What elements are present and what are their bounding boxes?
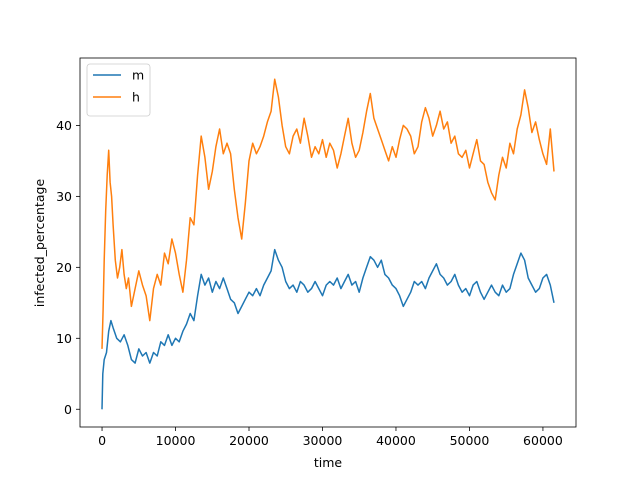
y-tick-label: 40 — [56, 118, 72, 133]
series-line-h — [101, 78, 555, 349]
legend-label-m: m — [132, 68, 144, 83]
series-line-m — [101, 248, 555, 410]
y-axis-label: infected_percentage — [32, 179, 47, 308]
plot-frame — [79, 57, 577, 428]
y-axis: 0 10 20 30 40 — [56, 118, 80, 417]
y-tick-label: 0 — [64, 402, 72, 417]
series-layer — [101, 78, 555, 410]
y-tick-label: 20 — [56, 260, 72, 275]
x-tick-label: 10000 — [156, 433, 196, 448]
legend-box — [86, 63, 151, 117]
x-tick-label: 40000 — [376, 433, 416, 448]
plot-area — [80, 58, 576, 427]
y-tick-label: 10 — [56, 331, 72, 346]
x-axis: 0 10000 20000 30000 40000 50000 60000 — [98, 427, 563, 448]
legend-label-h: h — [132, 90, 140, 105]
y-tick-label: 30 — [56, 189, 72, 204]
x-axis-label: time — [314, 455, 343, 470]
x-tick-label: 60000 — [523, 433, 563, 448]
x-tick-label: 20000 — [229, 433, 269, 448]
x-tick-label: 30000 — [303, 433, 343, 448]
x-tick-label: 0 — [98, 433, 106, 448]
x-tick-label: 50000 — [450, 433, 490, 448]
legend: mh — [86, 63, 151, 117]
